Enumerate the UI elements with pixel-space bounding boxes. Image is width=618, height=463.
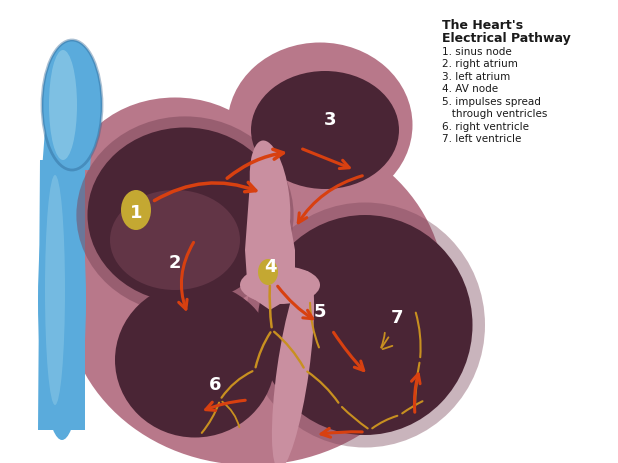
Text: 4. AV node: 4. AV node: [442, 84, 498, 94]
Ellipse shape: [70, 98, 280, 273]
Polygon shape: [42, 90, 95, 170]
Polygon shape: [38, 160, 85, 430]
Text: 5: 5: [314, 303, 326, 321]
Text: 3. left atrium: 3. left atrium: [442, 71, 510, 81]
Ellipse shape: [42, 40, 102, 170]
Ellipse shape: [251, 71, 399, 189]
Ellipse shape: [65, 125, 445, 463]
Text: 5. impulses spread: 5. impulses spread: [442, 96, 541, 106]
Text: 7: 7: [391, 309, 404, 327]
Text: 7. left ventricle: 7. left ventricle: [442, 134, 521, 144]
Text: 6. right ventricle: 6. right ventricle: [442, 121, 529, 131]
Ellipse shape: [115, 282, 275, 438]
Text: 1: 1: [130, 204, 142, 222]
Ellipse shape: [45, 175, 65, 405]
Ellipse shape: [38, 160, 86, 440]
Text: 2. right atrium: 2. right atrium: [442, 59, 518, 69]
Text: 2: 2: [169, 254, 181, 272]
Ellipse shape: [88, 127, 282, 302]
Text: 4: 4: [264, 258, 276, 276]
Ellipse shape: [258, 259, 278, 285]
Ellipse shape: [250, 140, 290, 250]
Text: 3: 3: [324, 111, 336, 129]
Ellipse shape: [49, 50, 77, 160]
Ellipse shape: [227, 43, 412, 207]
Text: Electrical Pathway: Electrical Pathway: [442, 31, 570, 44]
Ellipse shape: [110, 190, 240, 290]
Ellipse shape: [121, 190, 151, 230]
Ellipse shape: [272, 271, 314, 463]
Text: through ventricles: through ventricles: [442, 109, 548, 119]
Polygon shape: [245, 155, 295, 310]
Ellipse shape: [258, 215, 473, 435]
Ellipse shape: [240, 266, 320, 304]
Text: 1. sinus node: 1. sinus node: [442, 46, 512, 56]
Text: The Heart's: The Heart's: [442, 19, 523, 31]
Text: 6: 6: [209, 376, 221, 394]
